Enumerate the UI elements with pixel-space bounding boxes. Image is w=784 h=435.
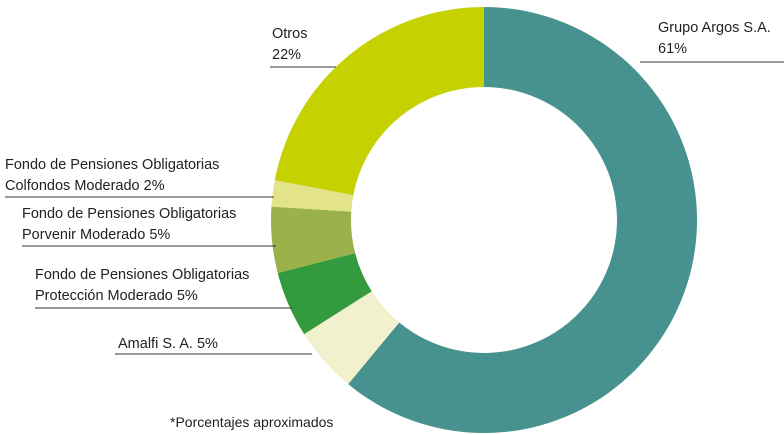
note: *Porcentajes aproximados [170, 414, 334, 430]
slice-label: Amalfi S. A. 5% [118, 334, 318, 355]
value-label: 61% [658, 41, 688, 57]
value-label: 2% [143, 178, 165, 194]
donut-slice [271, 180, 354, 212]
slice-label: Grupo Argos S.A. 61% [658, 18, 784, 60]
slice-label: Otros 22% [272, 24, 342, 66]
slice-label: Fondo de Pensiones Obligatorias Porvenir… [22, 204, 282, 246]
slice-label: Fondo de Pensiones Obligatorias Protecci… [35, 265, 285, 307]
value-label: 5% [149, 227, 171, 243]
value-label: 22% [272, 47, 302, 63]
donut-slice [274, 7, 484, 196]
donut-slice [304, 291, 400, 385]
category-label: Otros [272, 26, 308, 42]
slice-label: Fondo de Pensiones Obligatorias Colfondo… [5, 155, 275, 197]
category-label: Grupo Argos S.A. [658, 20, 771, 36]
donut-slice [348, 7, 697, 433]
category-label: Fondo de Pensiones Obligatorias Colfondo… [5, 157, 220, 194]
donut-slice [271, 206, 356, 273]
category-label: Fondo de Pensiones Obligatorias Protecci… [35, 267, 250, 304]
value-label: 5% [176, 288, 198, 304]
category-label: Amalfi S. A. [118, 336, 193, 352]
category-label: Fondo de Pensiones Obligatorias Porvenir… [22, 206, 237, 243]
donut-slice [277, 253, 372, 335]
value-label: 5% [196, 336, 218, 352]
